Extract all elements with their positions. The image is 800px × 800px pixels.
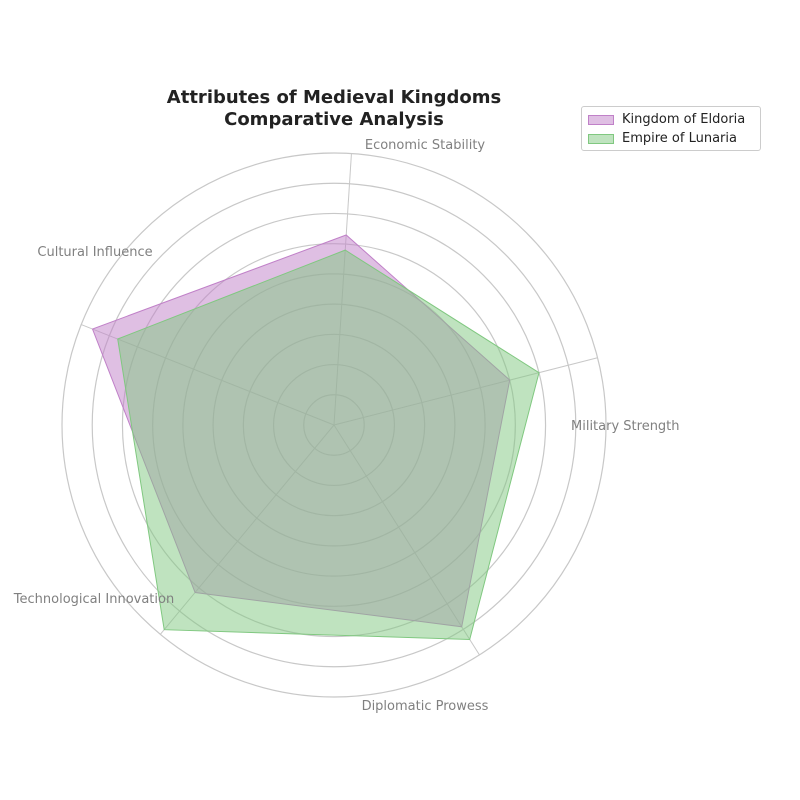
- axis-label-1: Economic Stability: [365, 138, 486, 153]
- legend-label-eldoria: Kingdom of Eldoria: [622, 112, 746, 127]
- grid-ring-8: [91, 182, 577, 668]
- axis-label-0: Military Strength: [571, 419, 680, 434]
- series-area-1: [117, 249, 540, 641]
- chart-title-line-2: Comparative Analysis: [224, 109, 444, 130]
- legend-item-lunaria: Empire of Lunaria: [588, 129, 754, 148]
- axis-label-3: Technological Innovation: [13, 592, 174, 607]
- legend-label-lunaria: Empire of Lunaria: [622, 131, 737, 146]
- axis-labels: Military Strength Economic Stability Cultu…: [13, 138, 680, 714]
- axis-label-2: Cultural Influence: [37, 245, 152, 260]
- legend-swatch-lunaria: [588, 133, 614, 144]
- axis-label-4: Diplomatic Prowess: [362, 699, 489, 714]
- chart-legend: Kingdom of Eldoria Empire of Lunaria: [581, 106, 761, 151]
- radar-series: [91, 234, 540, 641]
- grid-ring-7: [121, 212, 547, 638]
- legend-item-eldoria: Kingdom of Eldoria: [588, 110, 754, 129]
- legend-swatch-eldoria: [588, 114, 614, 125]
- grid-ring-9: [61, 152, 607, 698]
- chart-title-line-1: Attributes of Medieval Kingdoms: [167, 87, 501, 108]
